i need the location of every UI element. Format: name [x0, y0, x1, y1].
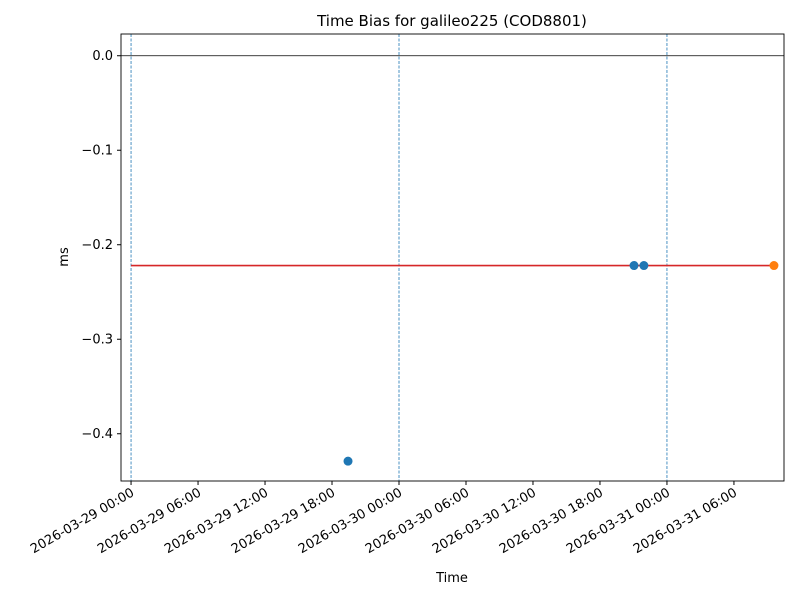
y-tick-label: −0.1: [81, 144, 113, 159]
y-tick-label: −0.2: [81, 238, 113, 253]
y-tick-label: −0.4: [81, 427, 113, 442]
x-axis-label: Time: [435, 571, 468, 586]
y-tick-label: 0.0: [92, 49, 113, 64]
chart-title: Time Bias for galileo225 (COD8801): [316, 12, 587, 30]
point: [629, 261, 639, 271]
plot-frame: [120, 33, 785, 482]
point: [769, 261, 779, 271]
point: [639, 261, 649, 271]
y-tick-label: −0.3: [81, 333, 113, 348]
y-axis-label: ms: [57, 247, 72, 267]
point: [343, 456, 353, 466]
